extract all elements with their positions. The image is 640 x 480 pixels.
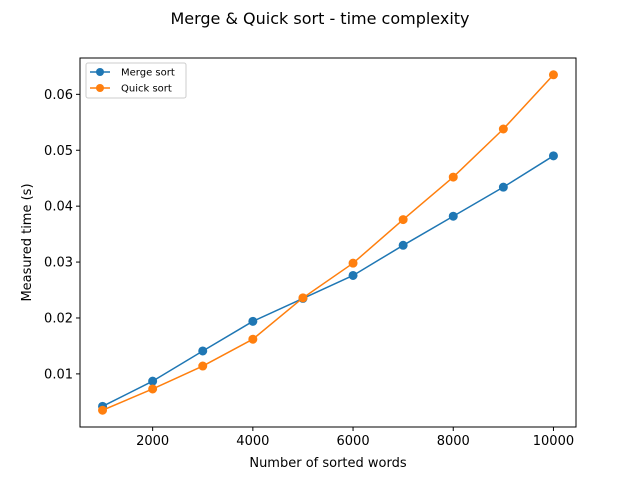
data-point-merge-sort: [148, 376, 158, 386]
data-point-merge-sort: [548, 151, 558, 161]
x-tick-label: 6000: [337, 434, 370, 449]
legend-item-merge-sort: Merge sort: [90, 68, 175, 79]
y-tick-label: 0.05: [44, 144, 73, 159]
data-point-quick-sort: [498, 124, 508, 134]
series-quick-sort: [98, 70, 558, 415]
data-point-merge-sort: [448, 211, 458, 221]
data-point-quick-sort: [98, 405, 108, 415]
legend-label: Quick sort: [121, 84, 172, 95]
y-axis-ticks: 0.01 0.02 0.03 0.04 0.05 0.06: [44, 88, 80, 382]
y-tick-label: 0.04: [44, 200, 73, 215]
data-point-merge-sort: [498, 182, 508, 192]
plot-background: [80, 58, 576, 427]
data-point-merge-sort: [198, 346, 208, 356]
data-point-quick-sort: [348, 258, 358, 268]
data-point-quick-sort: [248, 334, 258, 344]
data-point-quick-sort: [548, 70, 558, 80]
x-axis-ticks: 2000 4000 6000 8000 10000: [136, 427, 574, 449]
plot-frame: [79, 57, 577, 428]
y-tick-label: 0.06: [44, 88, 73, 103]
series-line-merge-sort: [101, 154, 555, 408]
series-line-quick-sort: [101, 73, 555, 412]
data-point-merge-sort: [248, 316, 258, 326]
y-tick-label: 0.03: [44, 256, 73, 271]
y-tick-label: 0.02: [44, 311, 73, 326]
data-point-quick-sort: [298, 293, 308, 303]
x-tick-label: 2000: [136, 434, 169, 449]
data-point-merge-sort: [398, 240, 408, 250]
data-point-merge-sort: [348, 270, 358, 280]
data-point-quick-sort: [448, 172, 458, 182]
series-layer: [98, 70, 558, 415]
y-tick-label: 0.01: [44, 367, 73, 382]
x-axis-label: Number of sorted words: [249, 456, 407, 471]
legend-box: [85, 62, 187, 99]
legend-marker-swatch: [96, 68, 104, 76]
data-point-quick-sort: [198, 361, 208, 371]
plot-area: [80, 58, 576, 427]
x-tick-label: 8000: [437, 434, 470, 449]
x-tick-label: 4000: [236, 434, 269, 449]
y-axis-label: Measured time (s): [20, 183, 35, 301]
legend-item-quick-sort: Quick sort: [90, 84, 172, 95]
legend-marker-swatch: [96, 84, 104, 92]
chart-title: Merge & Quick sort - time complexity: [170, 9, 469, 28]
legend: Merge sort Quick sort: [85, 62, 187, 99]
data-point-quick-sort: [148, 384, 158, 394]
legend-label: Merge sort: [121, 68, 175, 79]
data-point-quick-sort: [398, 215, 408, 225]
legend-items: Merge sort Quick sort: [90, 68, 175, 95]
x-tick-label: 10000: [533, 434, 574, 449]
